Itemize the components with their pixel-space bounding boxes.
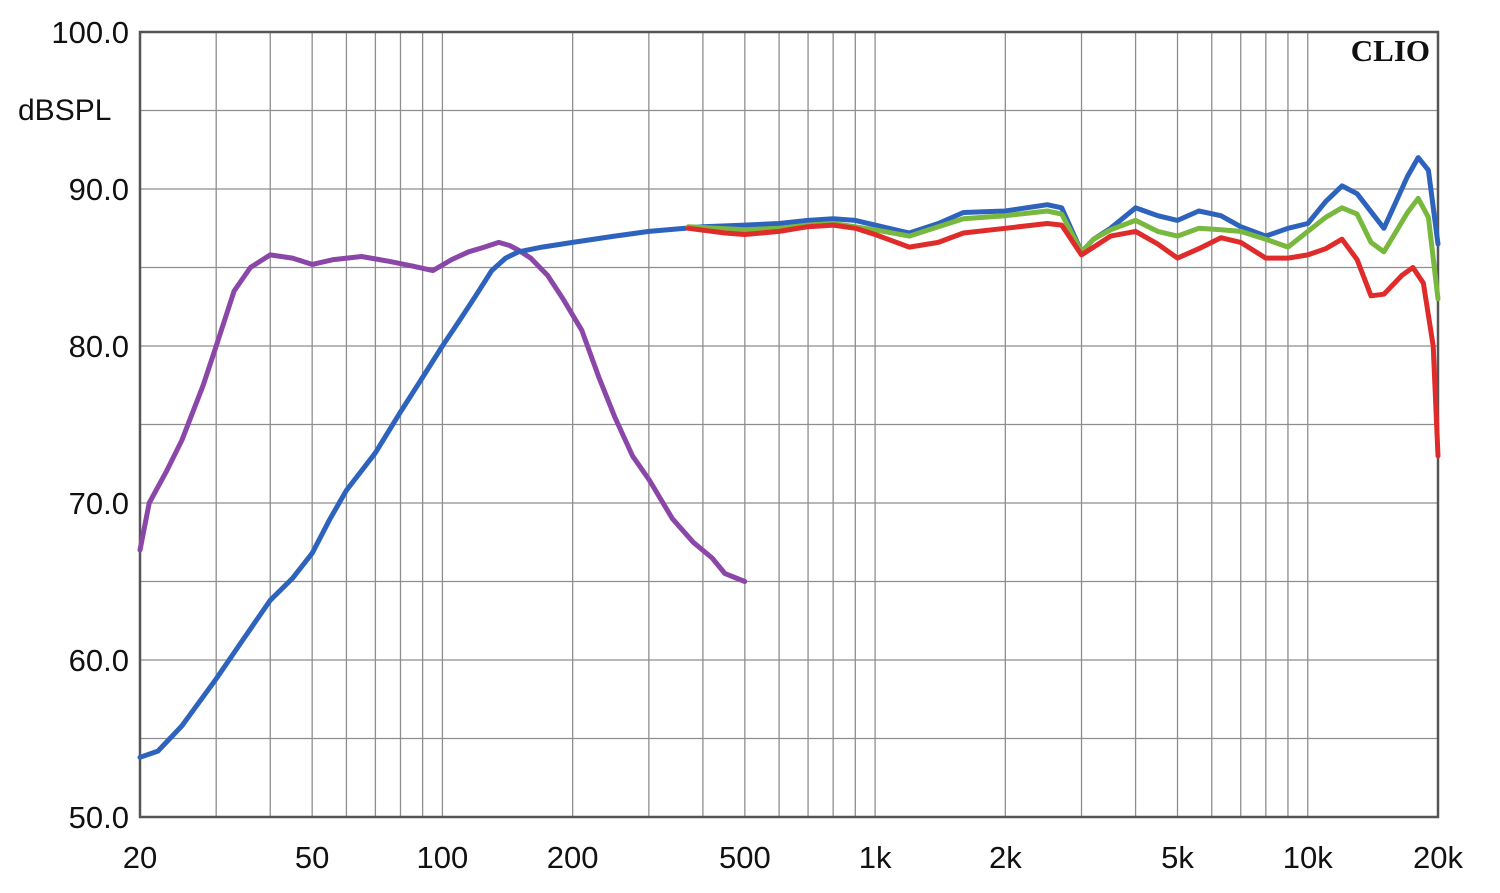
- x-tick-label: 200: [547, 840, 599, 875]
- y-tick-label: 80.0: [69, 329, 129, 364]
- y-tick-label: 100.0: [51, 15, 129, 50]
- grid: [140, 32, 1438, 817]
- x-tick-label: 1k: [859, 840, 892, 875]
- x-tick-label: 100: [417, 840, 469, 875]
- x-tick-label: 20k: [1413, 840, 1463, 875]
- x-tick-label: 5k: [1161, 840, 1194, 875]
- y-axis-tick-labels: 100.0 90.0 80.0 70.0 60.0 50.0: [51, 15, 129, 835]
- x-tick-label: 50: [295, 840, 329, 875]
- series-line-4: [685, 221, 1441, 459]
- y-tick-label: 90.0: [69, 172, 129, 207]
- x-tick-label: 2k: [989, 840, 1022, 875]
- y-tick-label: 50.0: [69, 800, 129, 835]
- x-tick-label: 20: [123, 840, 157, 875]
- series-layer: [137, 155, 1441, 760]
- y-axis-label: dBSPL: [18, 94, 111, 127]
- x-tick-label: 10k: [1283, 840, 1333, 875]
- y-tick-label: 70.0: [69, 486, 129, 521]
- series-line-3: [685, 195, 1441, 302]
- x-axis-tick-labels: 20 50 100 200 500 1k 2k 5k 10k 20k: [123, 840, 1464, 875]
- series-line-2: [137, 155, 1441, 760]
- brand-watermark: CLIO: [1351, 33, 1430, 68]
- y-tick-label: 60.0: [69, 643, 129, 678]
- x-tick-label: 500: [719, 840, 771, 875]
- series-line-1: [137, 239, 748, 584]
